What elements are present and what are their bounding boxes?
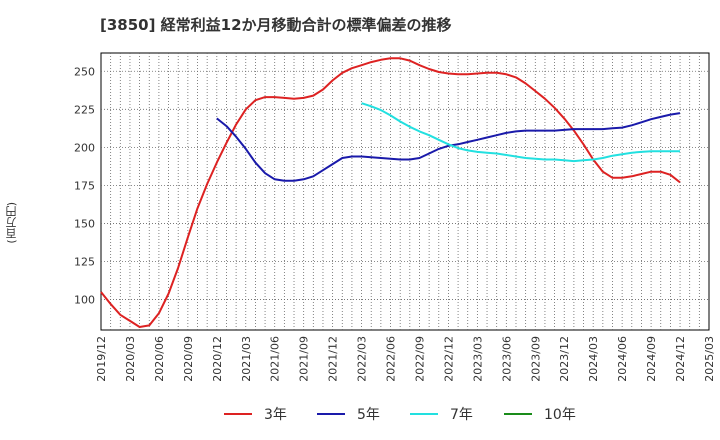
x-tick-label: 2022/12 [442,336,455,382]
y-tick-label: 150 [74,217,95,230]
x-tick-label: 2021/09 [298,336,311,382]
y-tick-label: 200 [74,141,95,154]
x-tick-label: 2023/12 [558,336,571,382]
x-tick-label: 2024/03 [587,336,600,382]
y-tick-labels: 100 125 150 175 200 225 250 [74,65,95,306]
legend-label-0: 3年 [264,407,287,423]
legend-label-1: 5年 [357,407,380,423]
x-tick-label: 2020/12 [211,336,224,382]
series-line-2 [361,102,680,163]
y-tick-label: 175 [74,179,95,192]
y-tick-label: 100 [74,294,95,307]
x-tick-label: 2024/12 [674,336,687,382]
x-tick-label: 2023/03 [471,336,484,382]
x-tick-label: 2020/06 [153,336,166,382]
x-tick-label: 2024/09 [645,336,658,382]
y-tick-label: 225 [74,103,95,116]
series-line-0 [100,57,681,328]
grid-lines [101,53,709,330]
y-tick-label: 125 [74,256,95,269]
x-tick-labels: 2019/12 2020/03 2020/06 2020/09 2020/12 2021/… [95,336,716,382]
x-tick-label: 2022/06 [385,336,398,382]
x-tick-label: 2021/03 [240,336,253,382]
x-tick-label: 2020/03 [124,336,137,382]
x-tick-label: 2023/09 [529,336,542,382]
series-lines [100,57,681,328]
y-tick-label: 250 [74,65,95,78]
x-tick-label: 2021/06 [269,336,282,382]
x-tick-label: 2024/06 [616,336,629,382]
legend-label-2: 7年 [450,407,473,423]
x-tick-label: 2020/09 [182,336,195,382]
legend-label-3: 10年 [544,407,576,423]
legend: 3年 5年 7年 10年 [224,407,576,423]
x-tick-label: 2023/06 [500,336,513,382]
series-line-1 [216,112,681,182]
x-tick-label: 2019/12 [95,336,108,382]
x-tick-label: 2025/03 [703,336,716,382]
plot-area [100,52,710,331]
x-tick-label: 2022/09 [413,336,426,382]
x-tick-label: 2021/12 [327,336,340,382]
chart-title: [3850] 経常利益12か月移動合計の標準偏差の推移 [100,16,452,34]
x-tick-label: 2022/03 [356,336,369,382]
